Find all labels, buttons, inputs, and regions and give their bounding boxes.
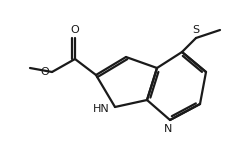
Text: O: O <box>40 67 49 77</box>
Text: O: O <box>71 25 79 35</box>
Text: S: S <box>193 25 200 35</box>
Text: HN: HN <box>93 104 110 114</box>
Text: N: N <box>164 124 172 134</box>
